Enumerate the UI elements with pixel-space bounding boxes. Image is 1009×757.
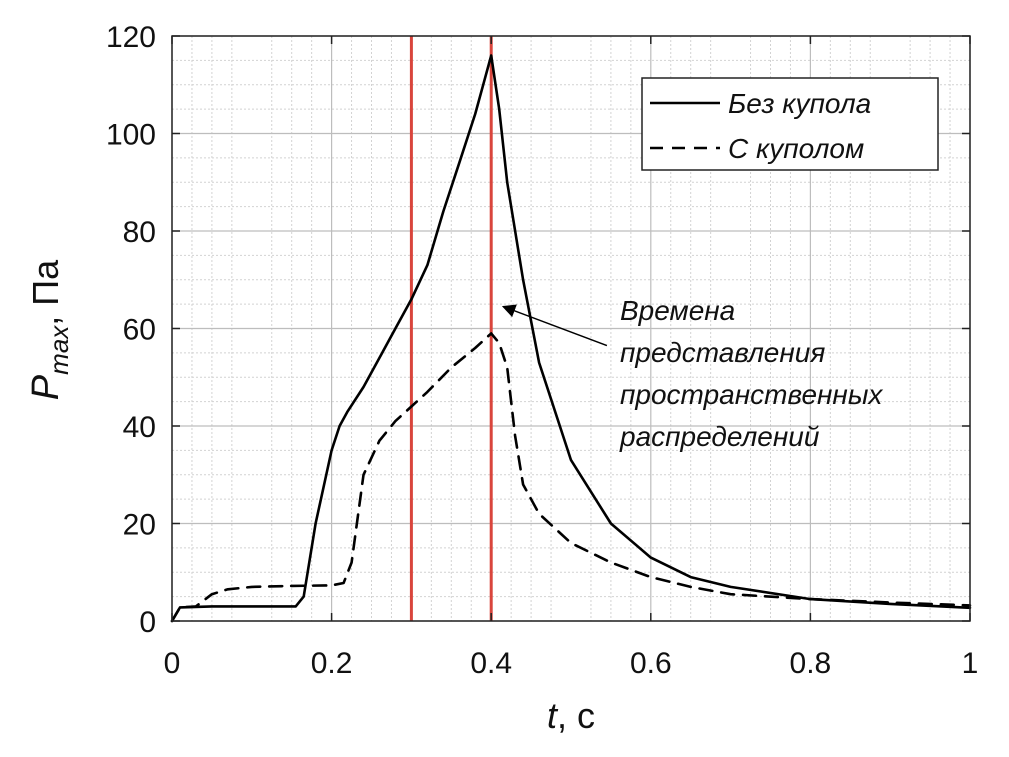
x-axis-unit: , c — [557, 695, 595, 736]
legend: Без купола С куполом — [641, 77, 939, 171]
y-tick-label: 100 — [106, 119, 156, 152]
legend-box — [641, 77, 939, 171]
annotation-line-2: представления — [620, 337, 825, 368]
x-tick-label: 0.8 — [790, 647, 832, 680]
annotation: Времена представления пространственных р… — [501, 295, 890, 452]
series-line-solid — [170, 54, 972, 623]
axis-ticks — [171, 35, 971, 622]
series-layer — [170, 54, 972, 623]
annotation-line-4: распределений — [619, 421, 820, 452]
y-tick-label: 20 — [123, 509, 156, 542]
y-axis-unit: , Па — [25, 259, 66, 326]
legend-label-dashed: С куполом — [728, 133, 864, 164]
reference-lines — [409, 36, 493, 621]
y-tick-label: 60 — [123, 314, 156, 347]
x-tick-labels: 0 0.2 0.4 0.6 0.8 1 — [164, 647, 979, 680]
annotation-line-1: Времена — [620, 295, 735, 326]
series-line-dashed — [170, 332, 972, 623]
y-axis-variable: P — [25, 374, 67, 400]
y-axis-subscript: max — [44, 325, 74, 375]
legend-label-solid: Без купола — [728, 88, 871, 119]
x-tick-label: 0 — [164, 647, 181, 680]
annotation-line-3: пространственных — [620, 379, 883, 410]
x-axis-variable: t — [547, 695, 559, 736]
x-tick-label: 0.4 — [470, 647, 512, 680]
y-axis-label: Pmax, Па — [25, 259, 74, 400]
x-axis-label: t, c — [547, 695, 595, 736]
y-tick-label: 80 — [123, 216, 156, 249]
annotation-text: Времена представления пространственных р… — [619, 295, 890, 452]
y-tick-label: 40 — [123, 411, 156, 444]
x-tick-label: 0.2 — [311, 647, 353, 680]
y-tick-label: 0 — [139, 606, 156, 639]
annotation-arrow — [501, 304, 608, 347]
y-tick-labels: 0 20 40 60 80 100 120 — [106, 21, 156, 639]
y-tick-label: 120 — [106, 21, 156, 54]
x-tick-label: 1 — [962, 647, 979, 680]
x-tick-label: 0.6 — [630, 647, 672, 680]
